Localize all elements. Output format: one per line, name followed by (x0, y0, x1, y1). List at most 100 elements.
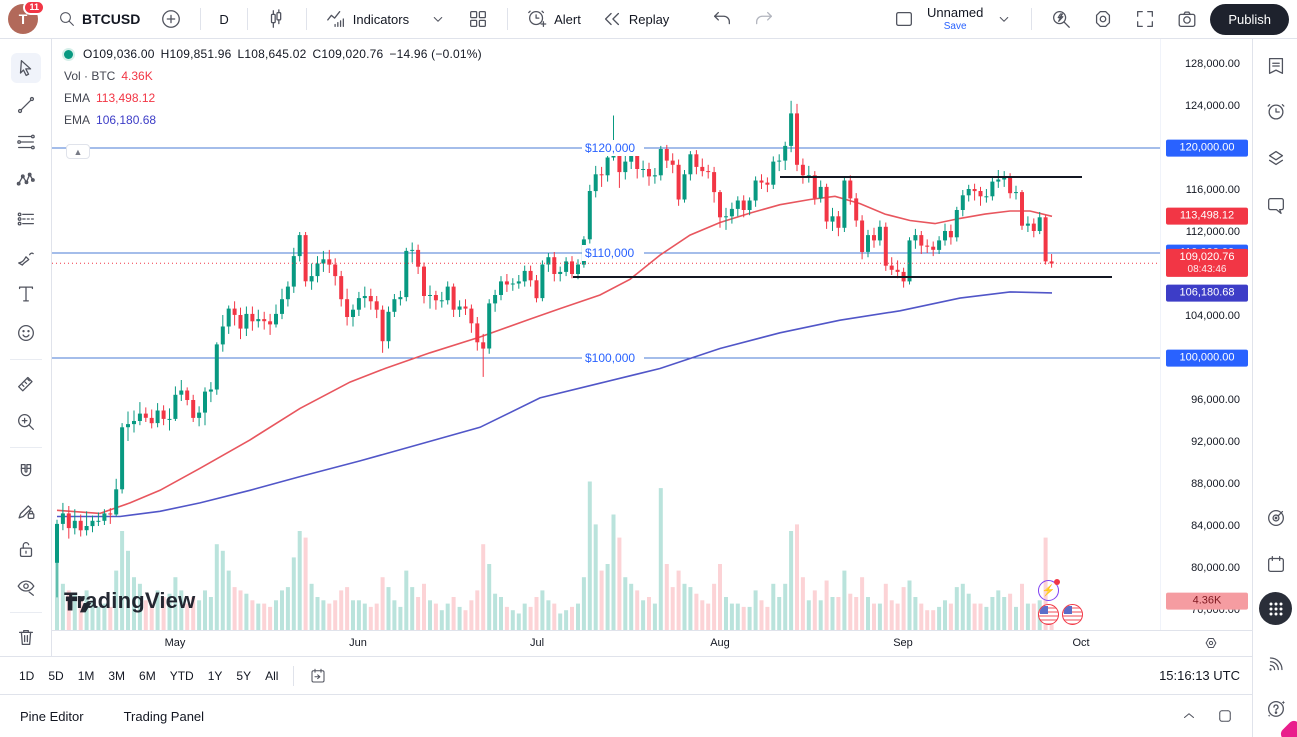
save-layout-square[interactable] (885, 4, 923, 34)
axis-settings-gear-icon[interactable] (1202, 634, 1220, 652)
price-tick: 104,000.00 (1184, 310, 1240, 322)
price-axis-badge: 109,020.76 08:43:46 (1166, 249, 1248, 278)
ohlc-close: C109,020.76 (312, 47, 384, 61)
range-button-1d[interactable]: 1D (19, 668, 35, 683)
chat-button[interactable] (1263, 193, 1289, 219)
publish-button[interactable]: Publish (1210, 3, 1289, 35)
tool-projection[interactable] (11, 204, 41, 234)
time-axis[interactable]: May Jun Jul Aug Sep Oct (52, 630, 1252, 656)
tool-remove-all[interactable] (11, 622, 41, 652)
range-button-1m[interactable]: 1M (77, 668, 95, 683)
calendar-button[interactable] (1263, 551, 1289, 577)
ohlc-row[interactable]: O109,036.00 H109,851.96 L108,645.02 C109… (64, 48, 482, 60)
fullscreen-button[interactable] (1126, 4, 1164, 34)
range-button-6m[interactable]: 6M (139, 668, 156, 683)
chart-settings-button[interactable] (1084, 4, 1122, 34)
tool-cursor[interactable] (11, 53, 41, 83)
toolbar-divider (293, 665, 295, 686)
save-link[interactable]: Save (943, 20, 967, 32)
layout-name-button[interactable]: Unnamed Save (927, 6, 983, 32)
object-tree-button[interactable] (1263, 145, 1289, 171)
economic-event-markers[interactable] (1038, 604, 1083, 625)
range-button-ytd[interactable]: YTD (169, 668, 194, 683)
maximize-panel-button[interactable] (1216, 707, 1234, 725)
event-flash-marker[interactable]: ⚡ (1038, 579, 1060, 601)
price-tick: 80,000.00 (1191, 562, 1240, 574)
chart-style-button[interactable] (258, 4, 296, 34)
clock-utc[interactable]: 15:16:13 UTC (1159, 668, 1240, 683)
tab-pine-editor[interactable]: Pine Editor (20, 708, 84, 724)
interval-button[interactable]: D (211, 8, 236, 31)
pencil-lock-icon (18, 505, 35, 519)
range-button-1y[interactable]: 1Y (207, 668, 223, 683)
tool-magnet[interactable] (11, 457, 41, 487)
alerts-panel-button[interactable] (1263, 99, 1289, 125)
toolbar-separator (1031, 8, 1033, 30)
ema-fast-row[interactable]: EMA 113,498.12 (64, 92, 482, 104)
chevron-down-icon (1000, 16, 1009, 22)
replay-button[interactable]: Replay (593, 4, 677, 34)
tool-text[interactable] (11, 279, 41, 309)
price-tick: 116,000.00 (1185, 184, 1240, 196)
all-apps-button[interactable] (1259, 592, 1292, 625)
tool-drawing-mode[interactable] (11, 496, 41, 526)
price-axis[interactable]: 128,000.00 124,000.00 116,000.00 112,000.00… (1160, 39, 1252, 630)
screener-button[interactable] (1263, 505, 1289, 531)
symbol-name: BTCUSD (82, 11, 141, 27)
svg-text:$100,000: $100,000 (585, 351, 635, 365)
go-to-date-button[interactable] (302, 662, 334, 690)
range-button-5y[interactable]: 5Y (236, 668, 252, 683)
indicators-templates-chevron[interactable] (421, 6, 455, 32)
legend-collapse-button[interactable]: ▲ (66, 144, 90, 159)
tool-pattern-xabcd[interactable] (11, 165, 41, 195)
indicators-button[interactable]: Indicators (317, 4, 417, 34)
price-tick: 84,000.00 (1191, 520, 1240, 532)
undo-button[interactable] (703, 4, 741, 34)
ema-slow-row[interactable]: EMA 106,180.68 (64, 114, 482, 126)
go-to-date-icon (311, 668, 325, 683)
chart-pane[interactable]: $120,000 $110,000 $100,000 O109,036.00 H10… (52, 39, 1160, 630)
settings-icon (1096, 11, 1111, 27)
layers-icon (1268, 150, 1284, 166)
chat-widget-corner[interactable] (1278, 718, 1297, 737)
tool-emoji[interactable] (11, 318, 41, 348)
volume-row[interactable]: Vol · BTC 4.36K (64, 70, 482, 82)
trash-icon (18, 629, 34, 645)
ema-slow-value: 106,180.68 (96, 113, 157, 127)
range-button-5d[interactable]: 5D (48, 668, 64, 683)
redo-button[interactable] (745, 4, 783, 34)
price-axis-badge: 120,000.00 (1166, 139, 1248, 157)
tool-trend-line[interactable] (11, 90, 41, 120)
streams-button[interactable] (1263, 651, 1289, 677)
compare-add-symbol-button[interactable] (152, 4, 190, 34)
replay-label: Replay (628, 11, 670, 27)
range-button-3m[interactable]: 3M (108, 668, 126, 683)
price-axis-badge: 106,180.68 (1166, 284, 1248, 302)
tab-trading-panel[interactable]: Trading Panel (123, 708, 205, 724)
range-button-all[interactable]: All (265, 668, 279, 683)
price-chart[interactable]: $120,000 $110,000 $100,000 (52, 39, 1160, 630)
quick-search-button[interactable] (1042, 4, 1080, 34)
layout-chevron[interactable] (987, 6, 1021, 32)
tool-measure[interactable] (11, 368, 41, 398)
screenshot-button[interactable] (1168, 4, 1206, 34)
price-tick: 124,000.00 (1184, 100, 1240, 112)
help-button[interactable] (1263, 695, 1289, 721)
symbol-search-button[interactable]: BTCUSD (50, 6, 148, 32)
tool-lock-all[interactable] (11, 534, 41, 564)
toolbar-divider (10, 447, 42, 448)
tool-hide-all[interactable] (11, 572, 41, 602)
watchlist-button[interactable] (1263, 53, 1289, 79)
tool-brush[interactable] (11, 242, 41, 272)
alert-button[interactable]: Alert (518, 4, 589, 34)
expand-panel-chevron[interactable] (1180, 707, 1198, 725)
candles-icon (270, 9, 282, 28)
user-avatar[interactable]: T 11 (8, 0, 45, 34)
chat-icon (1268, 198, 1284, 214)
tool-fib-lines[interactable] (11, 127, 41, 157)
ohlc-low: L108,645.02 (237, 47, 307, 61)
layout-square-icon (896, 11, 912, 27)
flash-event-icon: ⚡ (1038, 579, 1060, 601)
tool-zoom-in[interactable] (11, 407, 41, 437)
layout-grid-button[interactable] (459, 4, 497, 34)
